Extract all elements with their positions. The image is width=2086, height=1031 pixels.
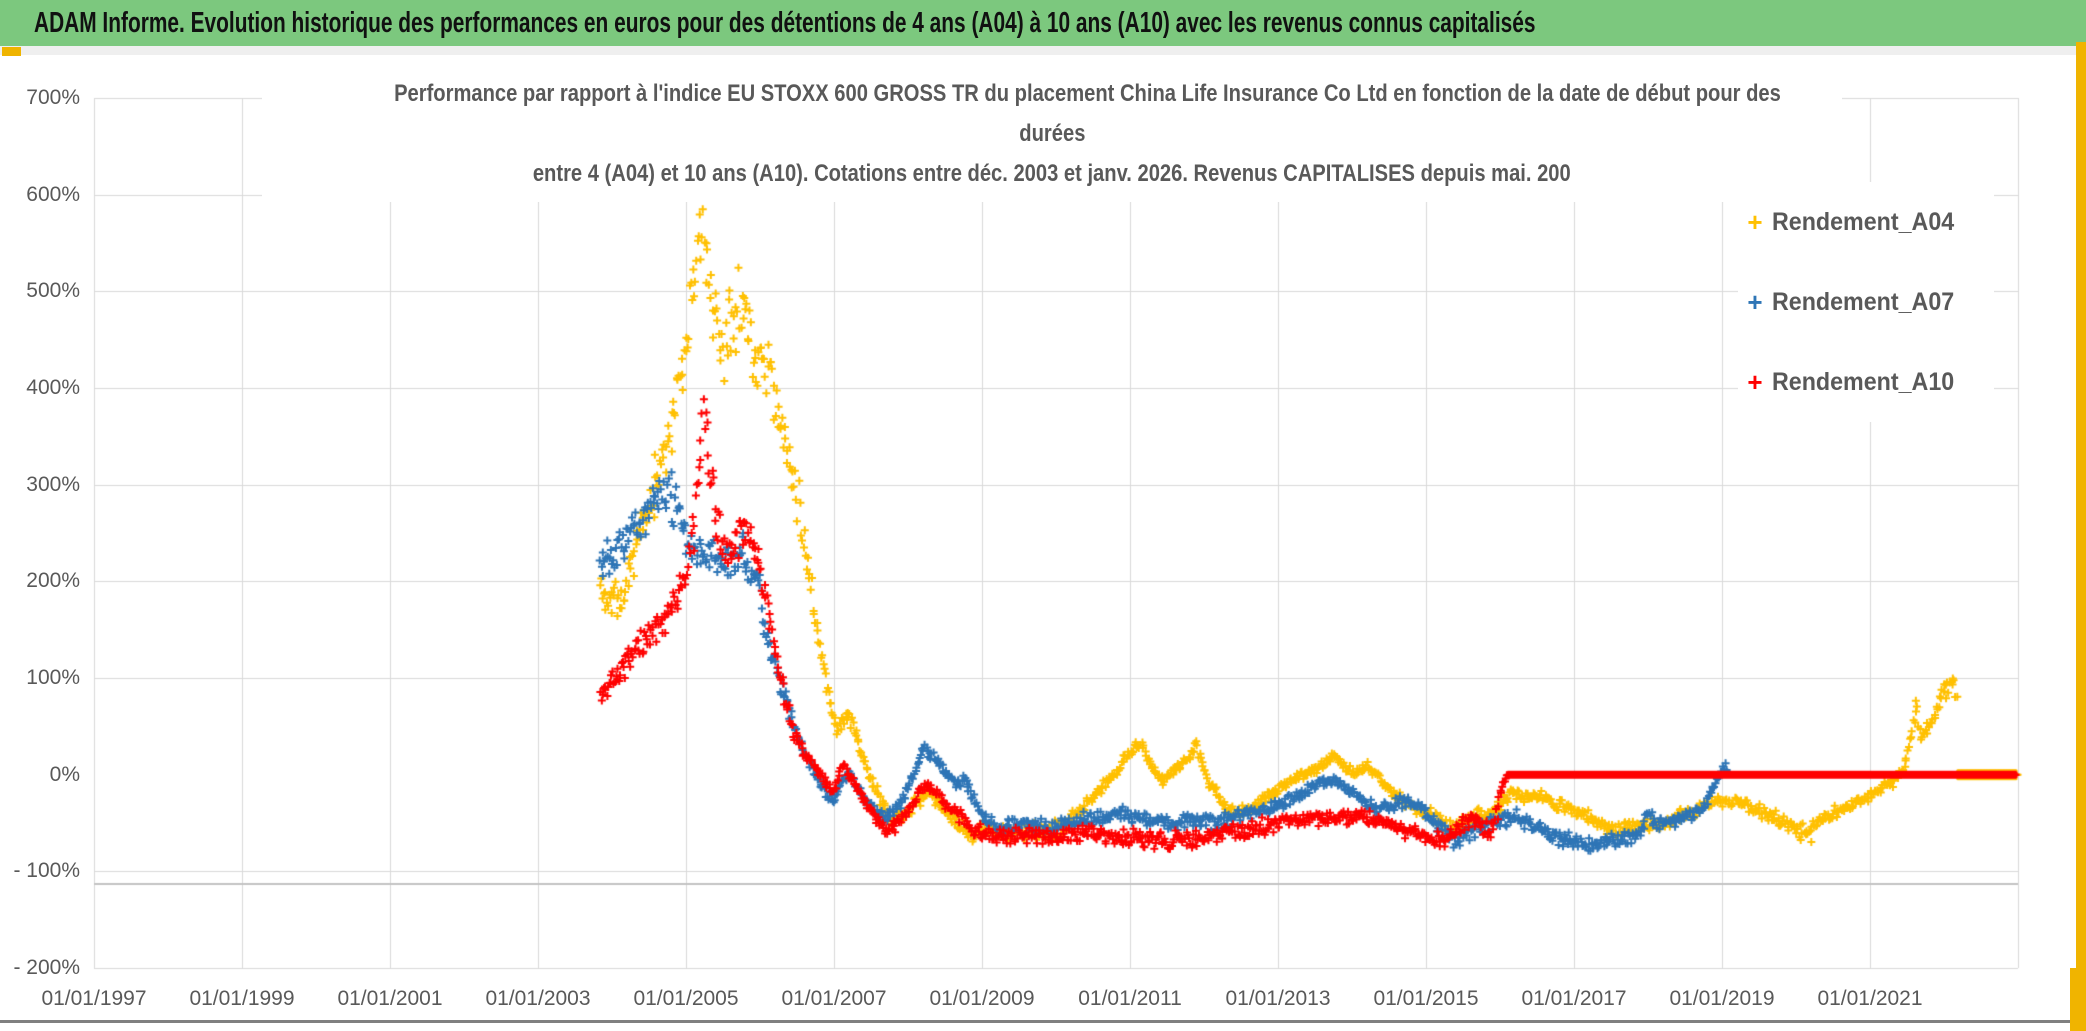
- chart-title-line-2: durées: [1018, 120, 1086, 147]
- gold-corner-bottom-right: [2070, 968, 2086, 1031]
- x-tick-label: 01/01/2013: [1225, 987, 1331, 1010]
- legend-plus-marker-icon: +: [1747, 287, 1763, 317]
- legend-item-rendement_a10: + Rendement_A10: [1738, 342, 1994, 422]
- legend-label: Rendement_A10: [1772, 367, 1955, 396]
- y-tick-label: 0%: [49, 762, 80, 786]
- chart-title-line-1: Performance par rapport à l'indice EU ST…: [394, 80, 1781, 107]
- banner-shadow-strip: [0, 46, 2086, 55]
- header-banner: ADAM Informe. Evolution historique des p…: [0, 0, 2086, 46]
- chart-title-line-3: entre 4 (A04) et 10 ans (A10). Cotations…: [533, 160, 1571, 187]
- x-tick-label: 01/01/2005: [633, 987, 739, 1010]
- y-tick-label: 300%: [26, 472, 80, 496]
- y-tick-label: 700%: [26, 86, 80, 109]
- header-banner-title: ADAM Informe. Evolution historique des p…: [34, 6, 1536, 39]
- x-tick-label: 01/01/2007: [781, 987, 887, 1010]
- legend-item-rendement_a07: + Rendement_A07: [1738, 262, 1994, 342]
- chart-legend: + Rendement_A04 + Rendement_A07 + Rendement_A…: [1738, 182, 1994, 422]
- legend-label: Rendement_A07: [1772, 287, 1955, 316]
- x-tick-label: 01/01/2001: [337, 987, 443, 1010]
- gold-border-right: [2076, 42, 2086, 1031]
- y-tick-label: 600%: [26, 182, 80, 206]
- x-tick-label: 01/01/2021: [1817, 987, 1923, 1010]
- x-tick-label: 01/01/2011: [1078, 987, 1182, 1010]
- y-tick-label: - 100%: [13, 859, 80, 883]
- x-tick-label: 01/01/2017: [1521, 987, 1627, 1010]
- x-tick-label: 01/01/2015: [1373, 987, 1479, 1010]
- legend-item-rendement_a04: + Rendement_A04: [1738, 182, 1994, 262]
- slide-bottom-border: [0, 1020, 2070, 1023]
- legend-label: Rendement_A04: [1772, 207, 1955, 236]
- x-tick-label: 01/01/2019: [1669, 987, 1775, 1010]
- x-tick-label: 01/01/1999: [189, 987, 295, 1010]
- y-tick-label: 400%: [26, 376, 80, 399]
- chart-title: Performance par rapport à l'indice EU ST…: [262, 74, 1842, 202]
- x-tick-label: 01/01/2009: [929, 987, 1035, 1010]
- y-tick-label: 500%: [26, 279, 80, 303]
- legend-plus-marker-icon: +: [1747, 207, 1763, 237]
- y-tick-label: 200%: [26, 569, 80, 593]
- legend-plus-marker-icon: +: [1747, 367, 1763, 397]
- gold-corner-accent-left: [2, 47, 21, 56]
- x-tick-label: 01/01/2003: [485, 987, 591, 1010]
- x-tick-label: 01/01/1997: [41, 987, 147, 1010]
- y-tick-label: - 200%: [13, 956, 80, 979]
- y-tick-label: 100%: [26, 666, 80, 689]
